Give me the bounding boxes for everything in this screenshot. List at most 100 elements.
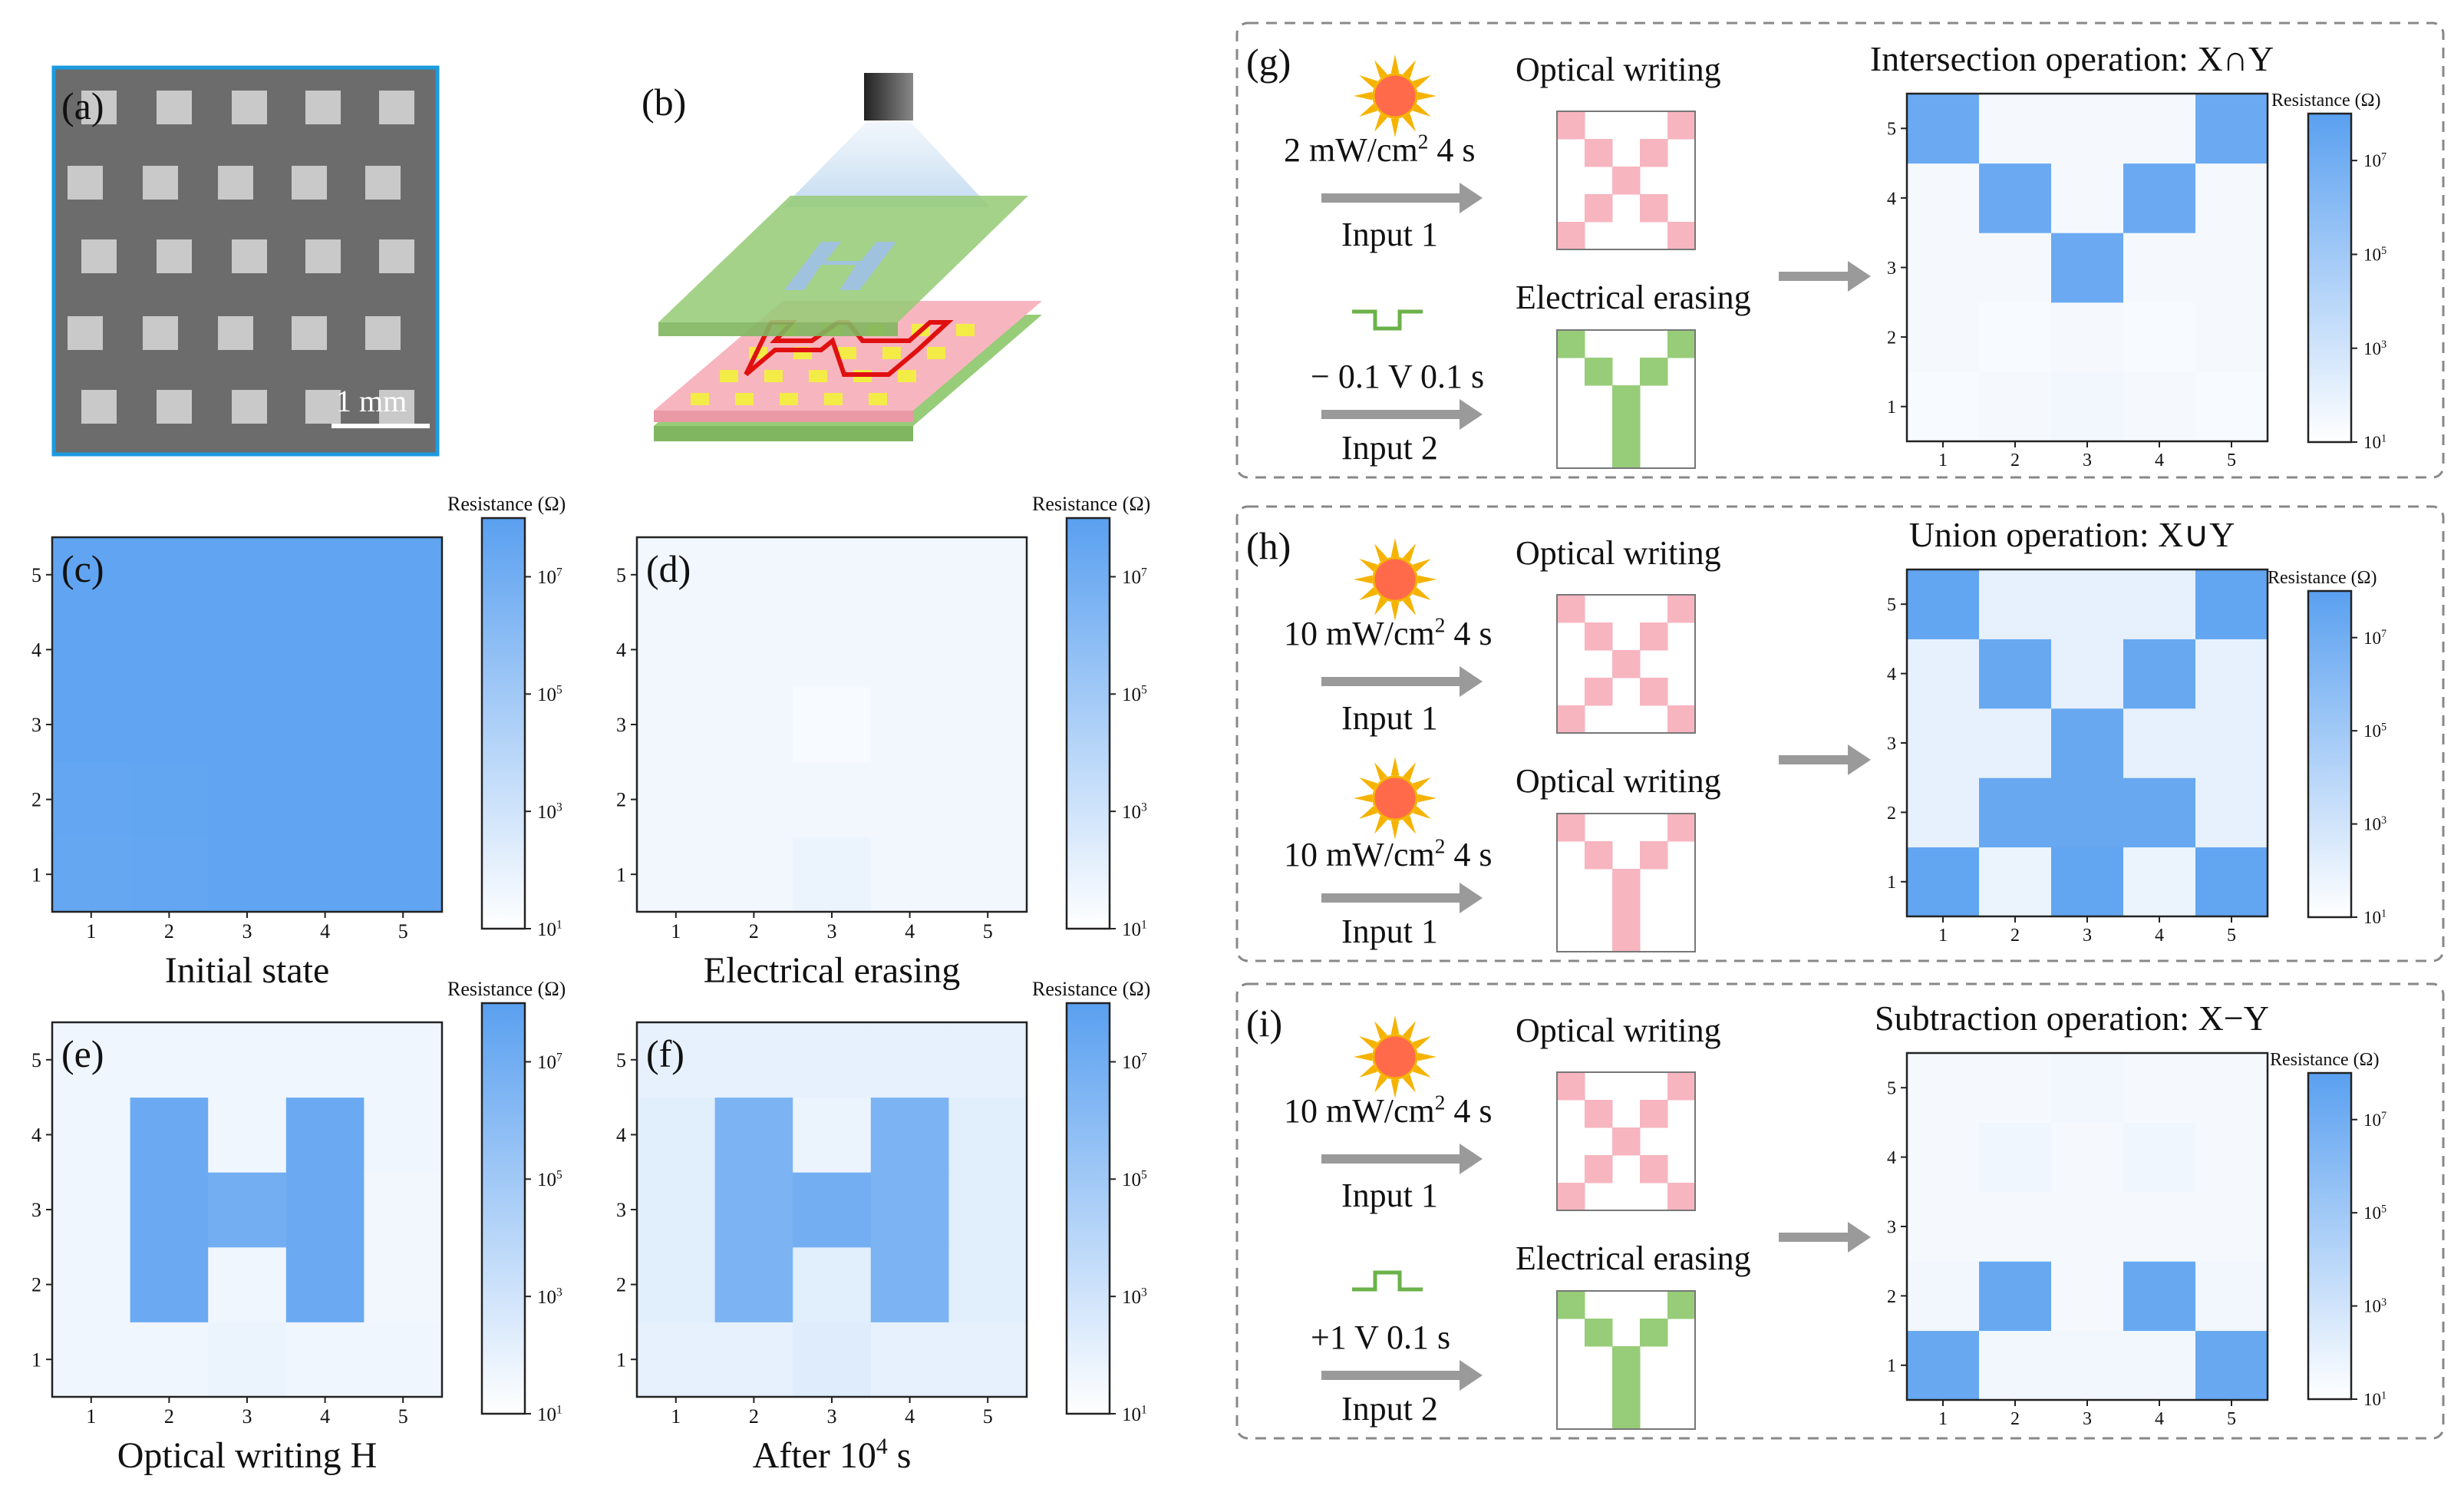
sun-ray: [1412, 104, 1431, 117]
pattern-cell: [1612, 1401, 1641, 1430]
colorbar-tick-label-base: 10: [537, 1405, 556, 1425]
x-tick-label: 4: [320, 920, 330, 942]
y-tick-label: 3: [1887, 734, 1896, 754]
heatmap-cell: [793, 1022, 872, 1098]
pattern-cell: [1585, 622, 1613, 651]
sun-ray: [1417, 1052, 1437, 1061]
y-tick-label: 4: [1887, 665, 1896, 685]
pattern-cell: [1640, 1100, 1668, 1128]
heatmap-d: 1 1 2 2 3 3 4 4 5 5 (d) Electrical erasing: [616, 536, 1028, 991]
sun-ray: [1390, 1015, 1400, 1035]
heatmap-cell: [2123, 708, 2196, 778]
result-arrow-shaft: [1779, 755, 1851, 764]
heatmap-cell: [1979, 639, 2052, 709]
heatmap-cell: [364, 761, 443, 837]
heatmap-cell: [285, 687, 364, 763]
colorbar-tick-label-sup: 1: [2381, 907, 2386, 919]
heatmap-cell: [2123, 1191, 2196, 1262]
heatmap-cell: [52, 1097, 131, 1173]
sun-ray: [1417, 91, 1437, 101]
heatmap-cell: [1907, 1122, 1980, 1193]
input1-param-base: 2 mW/cm: [1284, 131, 1418, 169]
panel-title-f-suffix: s: [888, 1435, 912, 1476]
result-arrow-head: [1848, 1222, 1871, 1253]
heatmap-cell: [52, 537, 131, 613]
heatmap-cell: [948, 612, 1027, 688]
electrode-pad: [68, 166, 103, 200]
heatmap-cell: [1907, 1330, 1980, 1401]
x-tick-label: 4: [320, 1405, 330, 1428]
pattern-cell: [1557, 814, 1585, 842]
electrode-pad: [157, 91, 192, 124]
heatmap-cell: [2051, 94, 2124, 164]
input1-arrow-head: [1460, 666, 1483, 697]
sun-ray: [1374, 113, 1387, 132]
heatmap-cell: [1979, 1330, 2052, 1401]
colorbar-tick-label-sup: 7: [1141, 1051, 1147, 1065]
colorbar-tick-label-sup: 3: [2381, 338, 2386, 351]
electrode-pad: [735, 393, 754, 405]
pattern-cell: [1612, 650, 1641, 678]
heatmap-cell: [793, 537, 872, 613]
x-tick-label: 3: [827, 1405, 837, 1428]
y-tick-label: 2: [616, 1274, 626, 1296]
sun-ray: [1412, 559, 1431, 572]
heatmap-cell: [637, 537, 716, 613]
colorbar-bar: [1065, 517, 1111, 930]
substrate-edge: [654, 426, 913, 441]
light-beam: [783, 121, 990, 207]
heatmap-cell: [1907, 1053, 1980, 1123]
sun-ray: [1390, 602, 1400, 621]
sun-ray: [1359, 104, 1378, 117]
heatmap-cell: [1979, 371, 2052, 442]
heatmap-cell: [2123, 1053, 2196, 1123]
electrode-pad: [305, 239, 341, 273]
colorbar-tick-label-sup: 1: [556, 918, 562, 931]
sun-ray: [1354, 91, 1373, 101]
panel-title-e: Optical writing H: [117, 1435, 378, 1476]
heatmap-cell: [208, 612, 287, 688]
heatmap-cell: [2051, 639, 2124, 709]
heatmap-cell: [1979, 302, 2052, 372]
colorbar-tick-label: 103: [537, 1286, 562, 1308]
colorbar-tick-label-sup: 1: [1141, 1403, 1147, 1416]
heatmap-cell: [637, 837, 716, 913]
input2-param: − 0.1 V 0.1 s: [1311, 358, 1484, 395]
heatmap-cell: [793, 1322, 872, 1398]
heatmap-cell: [130, 1172, 209, 1248]
colorbar-tick-label-base: 10: [537, 802, 556, 823]
heatmap-g: 1 1 2 2 3 3 4 4 5 5 Intersection operation: X∩Y: [1870, 39, 2274, 470]
heatmap-cell: [870, 761, 949, 837]
sun-core: [1372, 1034, 1418, 1080]
heatmap-cell: [948, 1097, 1027, 1173]
x-tick-label: 1: [86, 1405, 96, 1428]
sun-ray: [1412, 587, 1431, 600]
heatmap-cell: [2195, 708, 2268, 778]
red-trace: [744, 320, 954, 377]
pattern-frame: [1556, 329, 1696, 469]
colorbar-bar: [480, 1002, 526, 1415]
colorbar-tick-label: 103: [2363, 814, 2386, 834]
input2-param-sup: 2: [1435, 834, 1446, 857]
sun-ray: [1359, 1065, 1378, 1078]
sun-ray: [1359, 75, 1378, 88]
sun-ray: [1403, 1021, 1416, 1040]
heatmap-cell: [637, 1322, 716, 1398]
colorbar-tick-label-sup: 5: [2381, 245, 2386, 257]
colorbar-title: Resistance (Ω): [2271, 91, 2380, 111]
y-tick-label: 3: [616, 1199, 626, 1221]
pattern-cell: [1640, 678, 1668, 706]
pattern-cell: [1640, 1155, 1668, 1183]
heatmap-cell: [2051, 163, 2124, 233]
input2-arrow-shaft: [1321, 410, 1463, 419]
input2-arrow-head: [1460, 1360, 1483, 1391]
heatmap-cell: [52, 1322, 131, 1398]
top-plate: [658, 196, 1028, 322]
electrode-pad: [379, 390, 414, 424]
pattern-cell: [1612, 1346, 1641, 1375]
heatmap-cell: [130, 837, 209, 913]
heatmap-cell: [52, 1022, 131, 1098]
pattern-cell: [1640, 139, 1668, 167]
